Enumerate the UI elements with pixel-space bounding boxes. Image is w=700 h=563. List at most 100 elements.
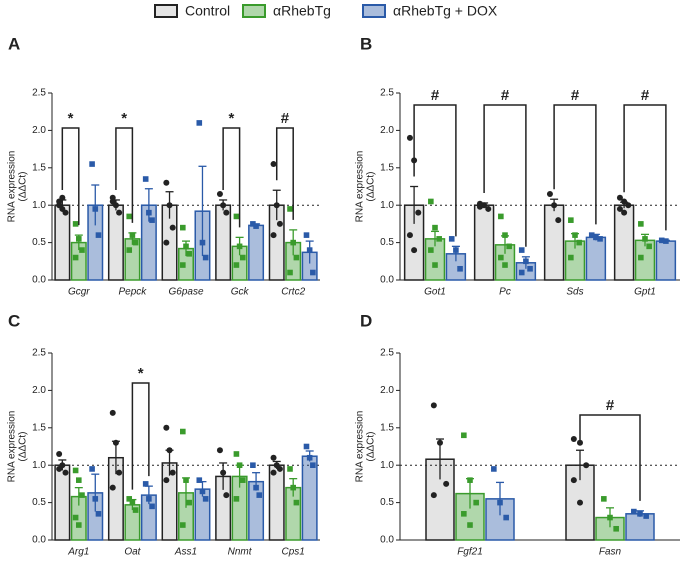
- significance-bracket: [61, 127, 80, 226]
- data-point: [430, 402, 437, 409]
- data-point: [270, 161, 277, 168]
- data-point: [92, 206, 99, 212]
- y-tick-label: 2.5: [380, 348, 394, 359]
- data-point: [570, 477, 577, 484]
- data-point: [637, 511, 643, 517]
- significance-label: *: [228, 110, 234, 127]
- y-axis-label: RNA expression: [7, 411, 18, 483]
- data-point: [631, 508, 637, 515]
- data-point: [95, 232, 102, 238]
- data-point: [142, 176, 149, 182]
- data-point: [216, 447, 223, 454]
- data-point: [467, 522, 473, 528]
- y-tick-label: 0.0: [380, 275, 394, 286]
- data-point: [62, 209, 69, 216]
- significance-bracket: [553, 104, 597, 225]
- data-point: [506, 243, 512, 250]
- data-point: [287, 269, 293, 276]
- data-point: [163, 477, 170, 484]
- data-point: [253, 223, 259, 229]
- bar: [655, 240, 677, 281]
- data-point: [132, 507, 139, 513]
- panel-label: B: [360, 34, 372, 53]
- bar: [268, 464, 285, 541]
- bar: [54, 204, 71, 281]
- data-point: [502, 262, 508, 268]
- data-point: [220, 469, 227, 476]
- data-point: [555, 217, 562, 224]
- significance-label: #: [571, 87, 580, 104]
- data-point: [502, 232, 508, 238]
- data-point: [485, 205, 492, 212]
- data-point: [169, 469, 176, 476]
- data-point: [613, 525, 619, 532]
- data-point: [59, 194, 66, 201]
- data-point: [223, 492, 230, 499]
- x-tick-label: G6pase: [168, 287, 203, 298]
- data-point: [146, 496, 152, 502]
- data-point: [577, 439, 583, 446]
- data-point: [303, 232, 310, 238]
- data-point: [126, 213, 133, 220]
- y-tick-label: 2.0: [380, 125, 394, 136]
- data-point: [497, 499, 503, 506]
- data-point: [303, 443, 310, 450]
- data-point: [476, 203, 483, 210]
- x-tick-label: Ass1: [174, 547, 197, 558]
- data-point: [523, 258, 529, 265]
- data-point: [568, 254, 574, 261]
- data-point: [233, 262, 240, 268]
- data-point: [239, 254, 246, 261]
- data-point: [256, 492, 263, 498]
- data-point: [236, 462, 243, 468]
- y-tick-label: 0.0: [32, 535, 46, 546]
- data-point: [270, 232, 277, 239]
- data-point: [149, 217, 155, 223]
- data-point: [56, 450, 63, 457]
- data-point: [415, 209, 422, 216]
- data-point: [76, 522, 82, 528]
- data-point: [646, 243, 652, 250]
- data-point: [467, 477, 473, 483]
- data-point: [498, 213, 504, 220]
- significance-bracket: [115, 127, 134, 223]
- y-tick-label: 0.0: [380, 535, 394, 546]
- data-point: [250, 462, 256, 468]
- data-point: [186, 499, 192, 506]
- data-point: [89, 161, 95, 167]
- data-point: [642, 236, 648, 242]
- x-tick-label: Fasn: [599, 547, 622, 558]
- data-point: [576, 239, 582, 246]
- bar: [54, 464, 71, 541]
- y-tick-label: 0.5: [380, 497, 394, 508]
- panel-label: C: [8, 311, 20, 330]
- significance-label: #: [641, 87, 650, 104]
- x-tick-label: Fgf21: [457, 547, 483, 558]
- data-point: [202, 496, 209, 502]
- data-point: [593, 234, 599, 241]
- data-point: [437, 439, 443, 446]
- data-point: [142, 481, 149, 487]
- legend-label: Control: [185, 3, 230, 19]
- data-point: [577, 499, 583, 506]
- data-point: [79, 492, 85, 498]
- data-point: [436, 236, 442, 242]
- bar: [543, 204, 565, 281]
- data-point: [290, 484, 296, 491]
- data-point: [109, 198, 116, 205]
- bar: [215, 204, 232, 281]
- x-tick-label: Sds: [566, 287, 583, 298]
- data-point: [109, 409, 116, 416]
- data-point: [473, 499, 479, 506]
- significance-bracket: [222, 127, 241, 228]
- y-tick-label: 1.0: [380, 460, 394, 471]
- data-point: [92, 496, 99, 502]
- data-point: [89, 466, 95, 472]
- data-point: [306, 454, 313, 461]
- data-point: [616, 194, 623, 201]
- data-point: [572, 232, 578, 238]
- data-point: [411, 247, 418, 254]
- y-tick-label: 2.5: [32, 88, 46, 99]
- data-point: [56, 202, 63, 209]
- data-point: [233, 451, 240, 457]
